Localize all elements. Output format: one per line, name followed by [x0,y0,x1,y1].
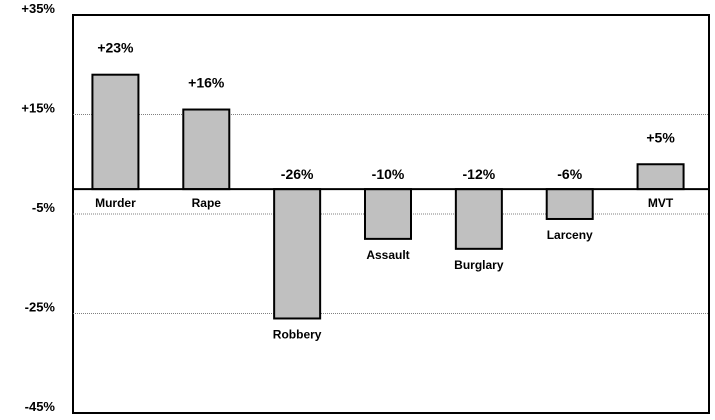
y-tick-label: -45% [25,399,56,414]
data-label-robbery: -26% [281,166,314,182]
category-label-mvt: MVT [648,196,674,210]
data-label-rape: +16% [188,75,225,91]
bar-robbery [273,188,322,320]
category-labels: Murder Rape Robbery Assault Burglary Larceny M… [95,196,674,341]
y-tick-label: +15% [21,101,55,116]
y-axis-tick-labels: +35% +15% -5% -25% -45% [21,1,55,414]
bar-mvt [636,163,685,191]
category-label-rape: Rape [192,196,222,210]
data-label-assault: -10% [372,166,405,182]
bar-murder [91,73,140,191]
category-label-murder: Murder [95,196,136,210]
bar-rape [182,108,231,191]
category-label-assault: Assault [366,248,409,262]
bar-larceny [545,188,594,220]
data-label-murder: +23% [97,40,134,56]
bar-burglary [454,188,503,250]
data-label-larceny: -6% [557,166,582,182]
y-tick-label: -25% [25,300,56,315]
category-label-robbery: Robbery [273,327,322,341]
category-label-larceny: Larceny [547,228,593,242]
bar-assault [364,188,412,240]
category-label-burglary: Burglary [454,258,504,272]
data-label-burglary: -12% [463,166,496,182]
data-label-mvt: +5% [646,129,675,145]
data-labels: +23% +16% -26% -10% -12% -6% +5% [97,40,675,182]
y-tick-label: -5% [32,200,56,215]
bars [91,73,685,320]
y-tick-label: +35% [21,1,55,16]
